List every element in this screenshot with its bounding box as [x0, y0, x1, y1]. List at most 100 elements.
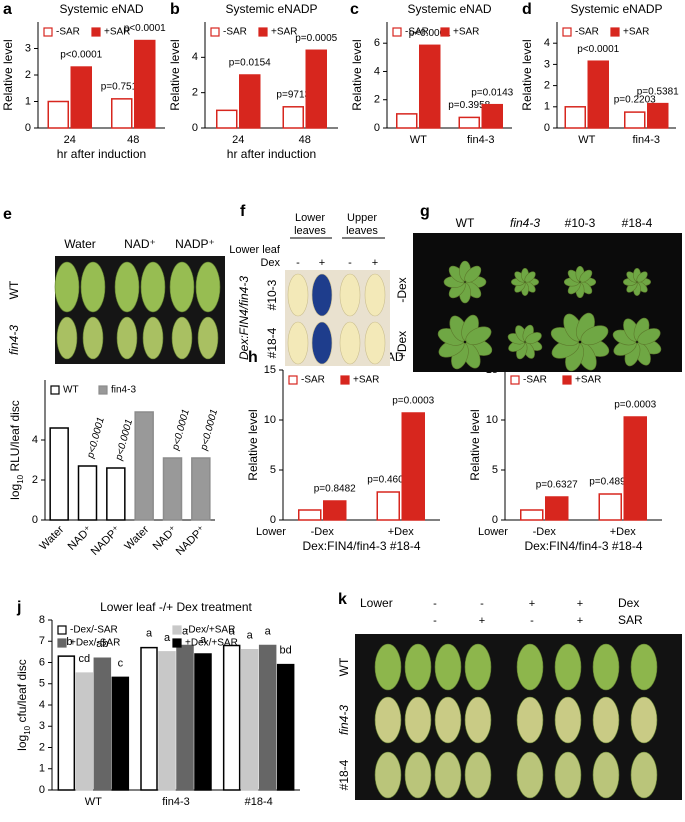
legend-swatch	[210, 27, 220, 37]
leaf	[56, 316, 78, 360]
panel-letter: e	[3, 206, 12, 223]
leaf	[374, 696, 402, 744]
leaf	[54, 261, 80, 313]
panel-letter: c	[350, 1, 359, 18]
lower-mark: +	[529, 598, 535, 610]
panel-letter: b	[170, 1, 180, 18]
legend-label: -Dex/-SAR	[70, 625, 118, 636]
bar	[305, 49, 327, 129]
leaf	[116, 316, 138, 360]
y-tick-label: 4	[32, 434, 38, 446]
leaf	[404, 643, 432, 691]
x-tick-label: -Dex	[533, 526, 557, 538]
row-label: WT	[337, 657, 351, 676]
legend-swatch	[43, 27, 53, 37]
panel-letter: k	[338, 591, 347, 608]
y-tick-label: 0	[374, 122, 380, 134]
dex-mark: -	[348, 257, 352, 269]
y-axis-label-part: RLU/leaf disc	[8, 400, 22, 475]
bar	[158, 651, 176, 791]
column-group-label: leaves	[346, 225, 378, 237]
legend-swatch	[340, 375, 350, 385]
leaf	[592, 643, 620, 691]
p-value-label: p<0.0001	[124, 23, 166, 34]
y-tick-label: 7	[39, 635, 45, 647]
legend-swatch	[288, 375, 298, 385]
leaf	[636, 271, 648, 283]
p-value-label: p=0.3958	[448, 100, 490, 111]
line-label: #18-4	[265, 327, 279, 358]
bar	[624, 111, 646, 129]
p-value-label: p=0.8482	[314, 484, 356, 495]
header-label: Lower	[360, 596, 393, 610]
y-tick-label: 2	[374, 94, 380, 106]
leaf	[311, 273, 333, 317]
legend-label: +Dex/-SAR	[70, 638, 120, 649]
x-axis-label: Dex:FIN4/fin4-3 #18-4	[302, 539, 420, 553]
bar	[140, 646, 158, 791]
leaf	[114, 261, 140, 313]
significance-letter: bd	[280, 645, 292, 657]
x-tick-label: fin4-3	[162, 796, 190, 808]
row-label: -Dex	[395, 277, 409, 302]
leaf	[140, 261, 166, 313]
leaf	[434, 751, 462, 799]
column-label: NADP⁺	[175, 237, 215, 251]
y-tick-label: 0	[39, 784, 45, 796]
panel-letter: g	[420, 203, 430, 220]
bar	[106, 467, 126, 521]
y-axis-label-part: log	[8, 484, 22, 500]
legend-label: -SAR	[405, 27, 429, 38]
significance-letter: a	[146, 628, 153, 640]
row-label: WT	[7, 280, 21, 299]
significance-letter: ab	[96, 638, 108, 650]
bar	[162, 457, 183, 521]
x-axis-label: hr after induction	[227, 147, 316, 161]
x-tick-label: Water	[37, 523, 66, 552]
x-tick-label: +Dex	[388, 526, 414, 538]
column-group-label: Lower	[295, 212, 325, 224]
leaf	[464, 265, 482, 283]
y-tick-label: 0	[270, 514, 276, 526]
bar	[47, 100, 69, 129]
y-tick-label: 8	[39, 614, 45, 626]
bar	[598, 493, 622, 521]
bar	[401, 412, 425, 521]
p-value-label: p=0.7517	[101, 81, 143, 92]
bar	[587, 60, 609, 129]
p-value-label: p<0.0001	[198, 408, 220, 452]
x-tick-label: +Dex	[610, 526, 636, 538]
y-tick-label: 1	[544, 101, 550, 113]
y-tick-label: 4	[544, 37, 550, 49]
row-label: fin4-3	[7, 325, 21, 355]
leaf	[374, 643, 402, 691]
x-tick-label: NADP⁺	[89, 524, 123, 558]
p-value-label: p<0.0001	[170, 408, 192, 452]
p-value-label: p=0.2203	[614, 95, 656, 106]
y-axis-label-part: 10	[16, 474, 25, 483]
bar	[194, 653, 212, 791]
y-axis-label: Relative level	[350, 39, 364, 110]
y-tick-label: 4	[39, 699, 45, 711]
leaf	[554, 751, 582, 799]
lower-label: Lower	[478, 526, 508, 538]
y-tick-label: 10	[486, 414, 498, 426]
bar	[647, 102, 669, 129]
column-label: #18-4	[622, 216, 653, 230]
sar-mark: -	[433, 615, 437, 627]
column-label: NAD⁺	[124, 237, 156, 251]
panel-letter: j	[16, 599, 21, 616]
legend-swatch	[562, 27, 572, 37]
x-tick-label: -Dex	[311, 526, 335, 538]
p-value-label: p=0.5381	[637, 86, 679, 97]
leaf	[434, 696, 462, 744]
legend-swatch	[440, 27, 450, 37]
legend-swatch	[98, 385, 108, 395]
y-tick-label: 0	[544, 122, 550, 134]
p-value-label: p<0.0001	[113, 418, 135, 462]
legend-label: +SAR	[104, 27, 130, 38]
leaf	[516, 643, 544, 691]
y-axis-label: Relative level	[1, 39, 15, 110]
leaf	[630, 643, 658, 691]
leaf	[554, 696, 582, 744]
